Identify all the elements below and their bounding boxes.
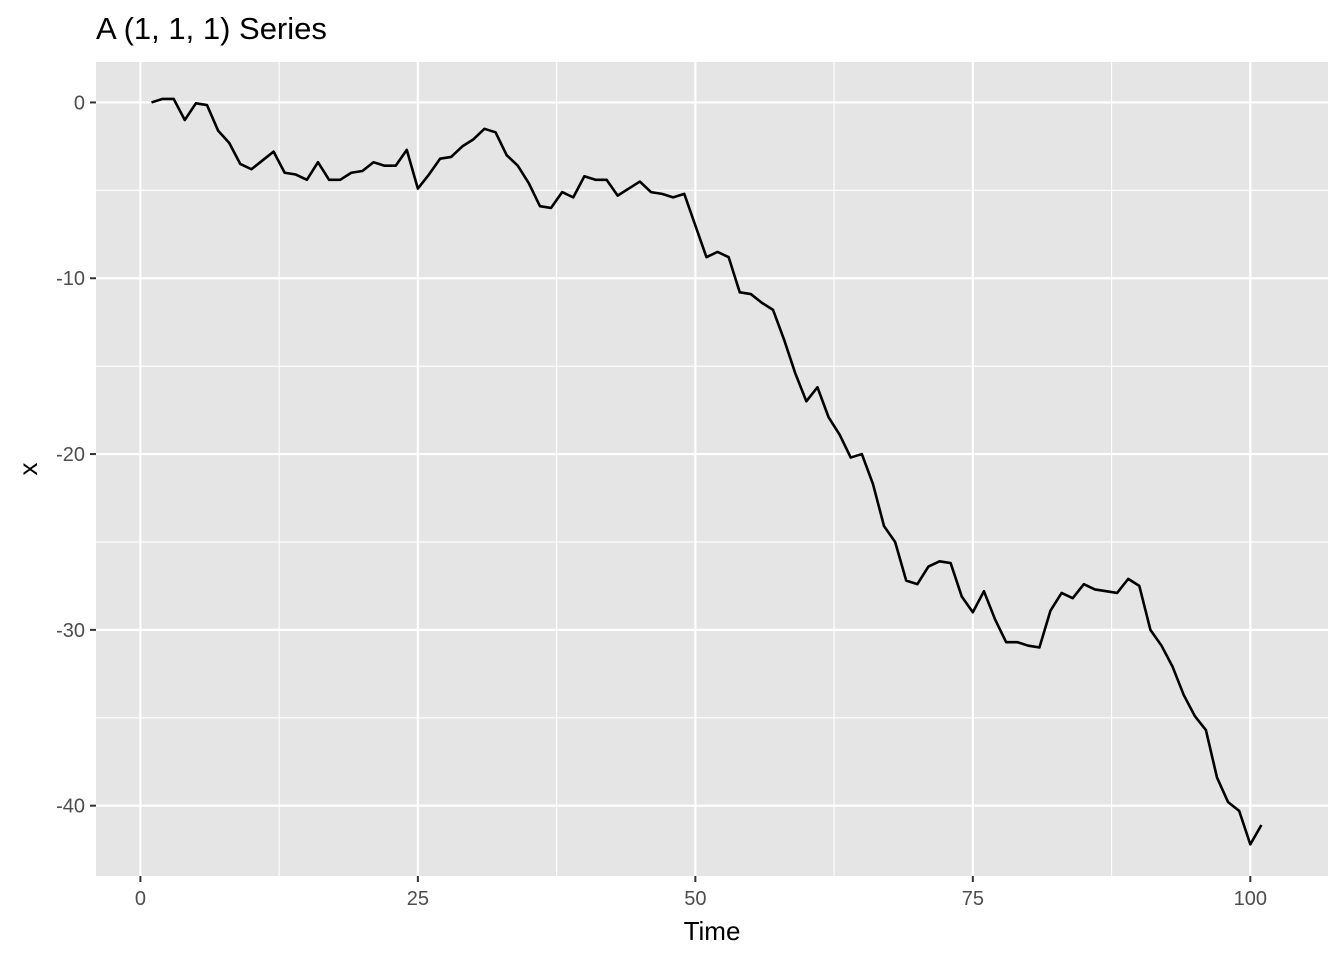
x-tick-label: 100 (1234, 888, 1267, 910)
x-axis-ticks: 0 25 50 75 100 (135, 876, 1267, 910)
y-axis-title: x (13, 463, 43, 476)
y-tick-label: 0 (74, 92, 85, 114)
y-tick-label: -30 (56, 620, 85, 642)
x-tick-label: 25 (407, 888, 429, 910)
y-tick-label: -40 (56, 796, 85, 818)
x-axis-title: Time (684, 916, 741, 946)
y-tick-label: -20 (56, 444, 85, 466)
x-tick-label: 50 (684, 888, 706, 910)
series-line (151, 97, 1263, 846)
plot-panel (96, 62, 1328, 876)
y-tick-label: -10 (56, 268, 85, 290)
major-grid (96, 62, 1328, 876)
y-axis-ticks: 0 -10 -20 -30 -40 (56, 92, 96, 818)
chart-title: A (1, 1, 1) Series (96, 11, 327, 46)
x-tick-label: 75 (962, 888, 984, 910)
minor-grid (96, 62, 1328, 876)
x-tick-label: 0 (135, 888, 146, 910)
